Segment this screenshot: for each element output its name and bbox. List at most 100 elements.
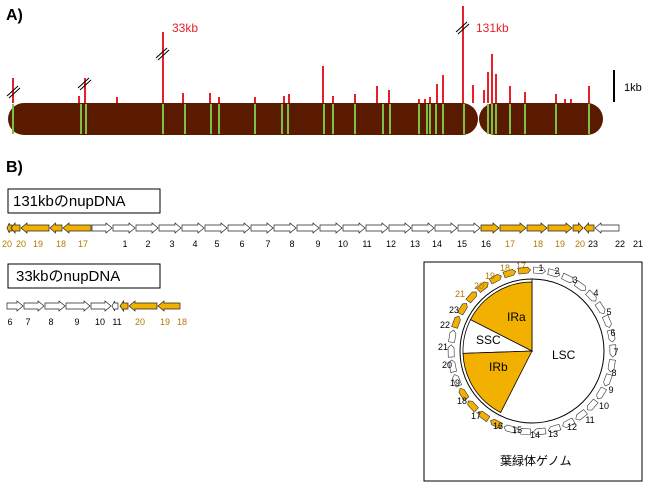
- gene-number: 12: [386, 239, 396, 249]
- gene-arrow: [585, 289, 597, 302]
- circle-gene-number: 9: [608, 385, 613, 395]
- gene-number: 20: [2, 239, 12, 249]
- box-33kb-title: 33kbのnupDNA: [16, 268, 120, 285]
- circle-gene-number: 6: [610, 328, 615, 338]
- circle-gene-number: 1: [538, 263, 543, 273]
- peak-label-131kb: 131kb: [476, 21, 509, 35]
- gene-number: 8: [48, 317, 53, 327]
- gene-arrow: [273, 222, 297, 234]
- gene-arrow: [23, 300, 45, 312]
- gene-arrow: [62, 222, 92, 234]
- gene-number: 20: [135, 317, 145, 327]
- gene-arrow: [476, 281, 489, 293]
- gene-number: 9: [74, 317, 79, 327]
- gene-arrow: [547, 222, 573, 234]
- panel-a-label: A): [6, 7, 23, 24]
- gene-arrow: [547, 423, 562, 433]
- gene-arrow: [388, 222, 412, 234]
- gene-arrow: [296, 222, 320, 234]
- gene-arrow: [533, 427, 547, 436]
- circle-gene-number: 3: [572, 275, 577, 285]
- gene-arrow: [562, 417, 576, 428]
- circle-gene-number: 7: [613, 347, 618, 357]
- gene-arrow: [181, 222, 205, 234]
- circle-gene-number: 15: [512, 425, 522, 435]
- gene-arrow: [547, 268, 561, 278]
- box-131kb: [7, 188, 161, 214]
- green-bands: [12, 104, 590, 134]
- circle-gene-number: 18: [500, 263, 510, 273]
- gene-arrow: [602, 314, 612, 328]
- circle-gene-number: 13: [548, 429, 558, 439]
- box-131kb-title: 131kbのnupDNA: [13, 193, 126, 210]
- genome-caption: 葉緑体ゲノム: [500, 453, 572, 468]
- gene-arrow: [434, 222, 458, 234]
- gene-number: 11: [112, 317, 121, 327]
- gene-arrow: [49, 222, 63, 234]
- circle-gene-number: 2: [554, 266, 559, 276]
- gene-number: 19: [555, 239, 565, 249]
- gene-number: 22: [615, 239, 625, 249]
- gene-arrow: [319, 222, 343, 234]
- break-marks: [6, 21, 470, 99]
- gene-number: 6: [239, 239, 244, 249]
- label-lsc: LSC: [552, 348, 576, 362]
- gene-arrow: [596, 386, 607, 400]
- circle-gene-number: 5: [606, 307, 611, 317]
- gene-arrow: [561, 272, 574, 283]
- gene-arrow: [204, 222, 228, 234]
- circle-gene-number: 8: [611, 368, 616, 378]
- gene-arrow: [609, 344, 617, 358]
- gene-number: 18: [56, 239, 66, 249]
- gene-number: 20: [16, 239, 26, 249]
- gene-number: 10: [95, 317, 105, 327]
- box-33kb: [7, 263, 161, 289]
- gene-number: 6: [7, 317, 12, 327]
- gene-arrow: [594, 222, 620, 234]
- gene-number: 21: [633, 239, 643, 249]
- gene-arrow: [518, 428, 531, 436]
- gene-ring: [447, 266, 617, 436]
- circle-gene-number: 14: [530, 430, 540, 440]
- gene-arrow: [607, 329, 616, 343]
- circle-gene-number: 10: [599, 401, 609, 411]
- gene-arrow: [227, 222, 251, 234]
- gene-number: 10: [338, 239, 348, 249]
- circle-gene-number: 21: [455, 289, 465, 299]
- gene-arrow: [457, 302, 468, 316]
- label-irb: IRb: [489, 360, 508, 374]
- gene-arrow: [603, 373, 613, 387]
- circle-gene-number: 22: [440, 320, 450, 330]
- gene-arrow: [572, 222, 584, 234]
- gene-number: 2: [145, 239, 150, 249]
- gene-number: 1: [122, 239, 127, 249]
- scale-label: 1kb: [624, 82, 642, 94]
- irb-region: [462, 350, 533, 414]
- gene-arrow: [480, 222, 500, 234]
- gene-number: 19: [160, 317, 170, 327]
- gene-arrow: [451, 315, 461, 329]
- gene-number: 3: [169, 239, 174, 249]
- label-ssc: SSC: [476, 333, 501, 347]
- gene-arrow: [587, 398, 599, 411]
- gene-arrow: [488, 274, 502, 285]
- gene-arrow: [448, 359, 457, 373]
- gene-arrow: [490, 419, 503, 430]
- circle-gene-number: 4: [593, 288, 598, 298]
- gene-arrow: [517, 266, 531, 275]
- circle-gene-number: 11: [585, 415, 594, 425]
- chromosome-left-arm: [8, 103, 478, 135]
- gene-number: 17: [505, 239, 515, 249]
- gene-arrow: [533, 266, 546, 274]
- gene-track-33kb: 6 7 8 9 10 11 20 19 18: [6, 299, 187, 327]
- circle-gene-number: 17: [471, 411, 481, 421]
- gene-number: 7: [25, 317, 30, 327]
- circle-gene-number: 17: [516, 261, 526, 271]
- gene-arrow: [119, 299, 129, 313]
- gene-arrow: [607, 359, 616, 373]
- gene-number: 7: [265, 239, 270, 249]
- gene-arrow: [157, 300, 181, 312]
- gene-arrow: [250, 222, 274, 234]
- gene-arrow: [10, 222, 21, 234]
- gene-arrow: [44, 300, 66, 312]
